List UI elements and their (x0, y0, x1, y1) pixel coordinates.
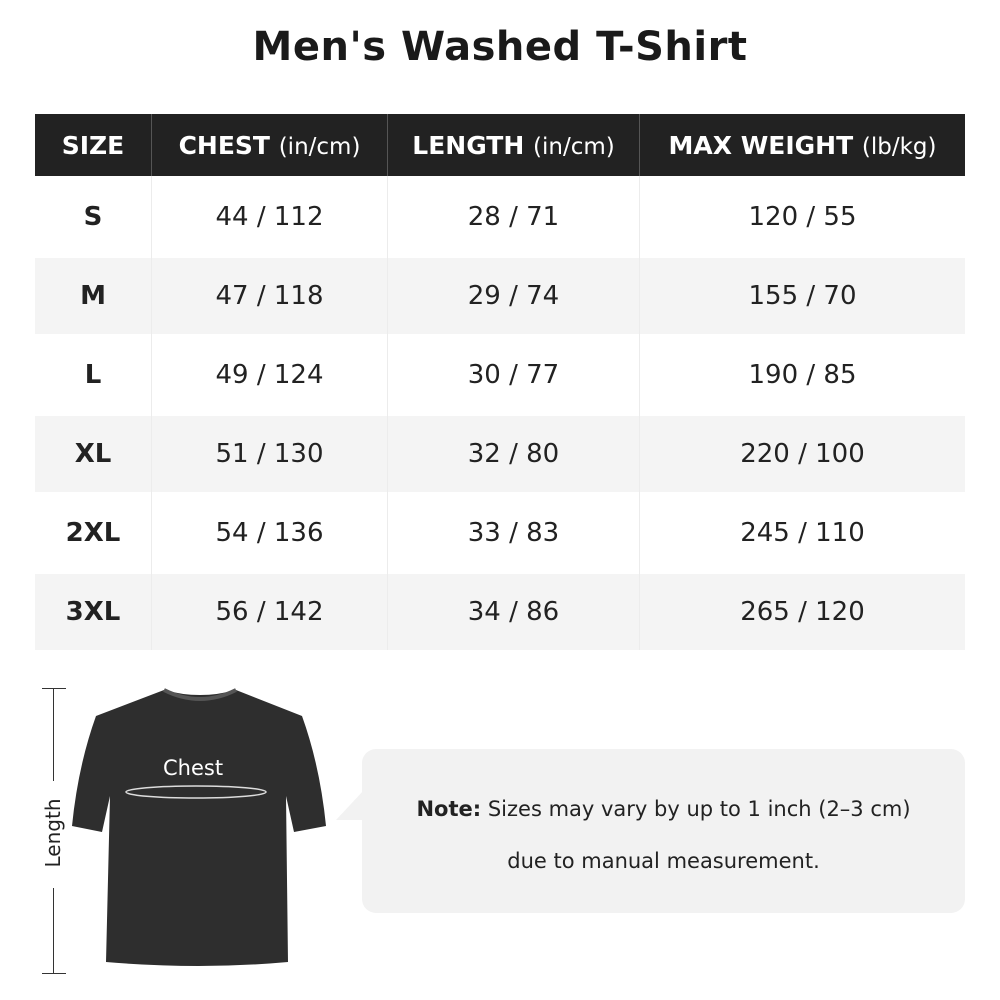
cell-size: 2XL (35, 492, 152, 574)
length-measure-line-top (53, 688, 54, 781)
header-unit: (in/cm) (533, 133, 615, 160)
note-pointer (336, 790, 364, 820)
cell-length: 34 / 86 (387, 574, 640, 650)
header-size: SIZE (35, 114, 152, 176)
cell-chest: 44 / 112 (151, 176, 388, 258)
table-row: 3XL 56 / 142 34 / 86 265 / 120 (35, 574, 965, 650)
cell-size: S (35, 176, 152, 258)
cell-chest: 49 / 124 (151, 334, 388, 416)
header-length: LENGTH (in/cm) (387, 114, 640, 176)
page-title: Men's Washed T-Shirt (252, 24, 748, 70)
chest-label: Chest (163, 756, 224, 780)
table-row: 2XL 54 / 136 33 / 83 245 / 110 (35, 492, 965, 574)
cell-max-weight: 155 / 70 (639, 258, 965, 334)
note-box: Note: Sizes may vary by up to 1 inch (2–… (362, 749, 965, 913)
header-label: SIZE (61, 130, 125, 160)
chest-measure-ellipse (125, 785, 267, 799)
cell-length: 30 / 77 (387, 334, 640, 416)
cell-max-weight: 190 / 85 (639, 334, 965, 416)
cell-max-weight: 245 / 110 (639, 492, 965, 574)
cell-max-weight: 220 / 100 (639, 416, 965, 492)
note-text-1: Sizes may vary by up to 1 inch (2–3 cm) (487, 797, 911, 821)
cell-size: M (35, 258, 152, 334)
header-label: LENGTH (412, 130, 525, 160)
cell-size: 3XL (35, 574, 152, 650)
size-chart-table: SIZE CHEST (in/cm) LENGTH (in/cm) MAX WE… (35, 114, 965, 650)
table-header-row: SIZE CHEST (in/cm) LENGTH (in/cm) MAX WE… (35, 114, 965, 176)
note-prefix: Note: (416, 797, 482, 821)
cell-length: 33 / 83 (387, 492, 640, 574)
header-label: CHEST (178, 130, 270, 160)
length-measure-line-bottom (53, 888, 54, 973)
cell-chest: 54 / 136 (151, 492, 388, 574)
t-shirt-collar (163, 688, 237, 701)
length-label: Length (41, 798, 65, 868)
table-row: S 44 / 112 28 / 71 120 / 55 (35, 176, 965, 258)
header-label: MAX WEIGHT (668, 130, 854, 160)
cell-length: 28 / 71 (387, 176, 640, 258)
cell-max-weight: 120 / 55 (639, 176, 965, 258)
table-row: M 47 / 118 29 / 74 155 / 70 (35, 258, 965, 334)
note-line-2: due to manual measurement. (507, 849, 820, 873)
table-row: XL 51 / 130 32 / 80 220 / 100 (35, 416, 965, 492)
cell-chest: 47 / 118 (151, 258, 388, 334)
header-max-weight: MAX WEIGHT (lb/kg) (639, 114, 965, 176)
cell-chest: 51 / 130 (151, 416, 388, 492)
cell-length: 29 / 74 (387, 258, 640, 334)
note-line-1: Note: Sizes may vary by up to 1 inch (2–… (362, 797, 965, 821)
header-unit: (lb/kg) (861, 133, 937, 160)
cell-max-weight: 265 / 120 (639, 574, 965, 650)
t-shirt-shape (72, 690, 326, 966)
cell-length: 32 / 80 (387, 416, 640, 492)
cell-size: L (35, 334, 152, 416)
length-tick-top (42, 688, 66, 689)
table-row: L 49 / 124 30 / 77 190 / 85 (35, 334, 965, 416)
header-unit: (in/cm) (278, 133, 361, 160)
t-shirt-image (72, 688, 326, 966)
header-chest: CHEST (in/cm) (151, 114, 388, 176)
length-tick-bottom (42, 973, 66, 974)
cell-size: XL (35, 416, 152, 492)
cell-chest: 56 / 142 (151, 574, 388, 650)
